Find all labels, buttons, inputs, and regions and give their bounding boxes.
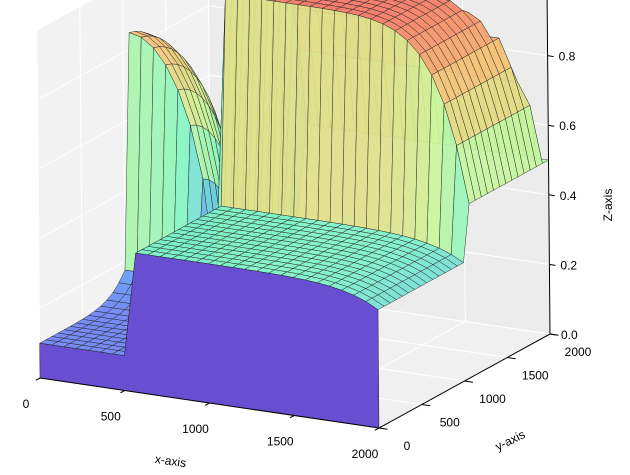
z-axis-title: Z-axis [601,189,615,222]
x-tick [35,377,41,381]
y-tick-label: 0 [404,439,411,453]
y-tick-label: 2000 [565,345,592,359]
y-tick [378,427,388,430]
y-tick [507,357,516,360]
x-tick [289,415,295,419]
z-tick-label: 0.6 [559,119,576,133]
axes: 0 500 1000 1500 2000 0 500 1000 1500 2000 0.0 0.2 0.… [23,0,615,470]
z-tick [548,194,555,197]
x-tick-label: 1500 [267,435,294,449]
z-tick-label: 0.0 [561,328,578,342]
z-tick-label: 0.8 [559,50,576,64]
x-tick-label: 2000 [352,447,379,461]
x-tick-label: 500 [101,410,121,424]
y-axis-title: y-axis [493,427,527,453]
z-tick-label: 0.4 [560,189,577,203]
x-tick [204,402,210,406]
y-tick-label: 1000 [479,392,506,406]
surface [39,0,550,429]
x-tick-label: 0 [23,397,30,411]
x-axis-title: x-axis [154,452,187,470]
x-tick [374,427,380,431]
z-tick [549,333,557,336]
z-tick [547,55,554,58]
z-tick [548,124,555,127]
z-tick [549,263,556,266]
y-tick [421,404,431,407]
x-tick-label: 1000 [182,422,209,436]
z-axis-line [546,0,551,335]
x-tick [120,390,125,394]
y-tick [464,380,474,383]
y-tick-label: 500 [440,416,460,430]
y-tick-label: 1500 [522,369,549,383]
z-tick-label: 0.2 [560,258,577,272]
